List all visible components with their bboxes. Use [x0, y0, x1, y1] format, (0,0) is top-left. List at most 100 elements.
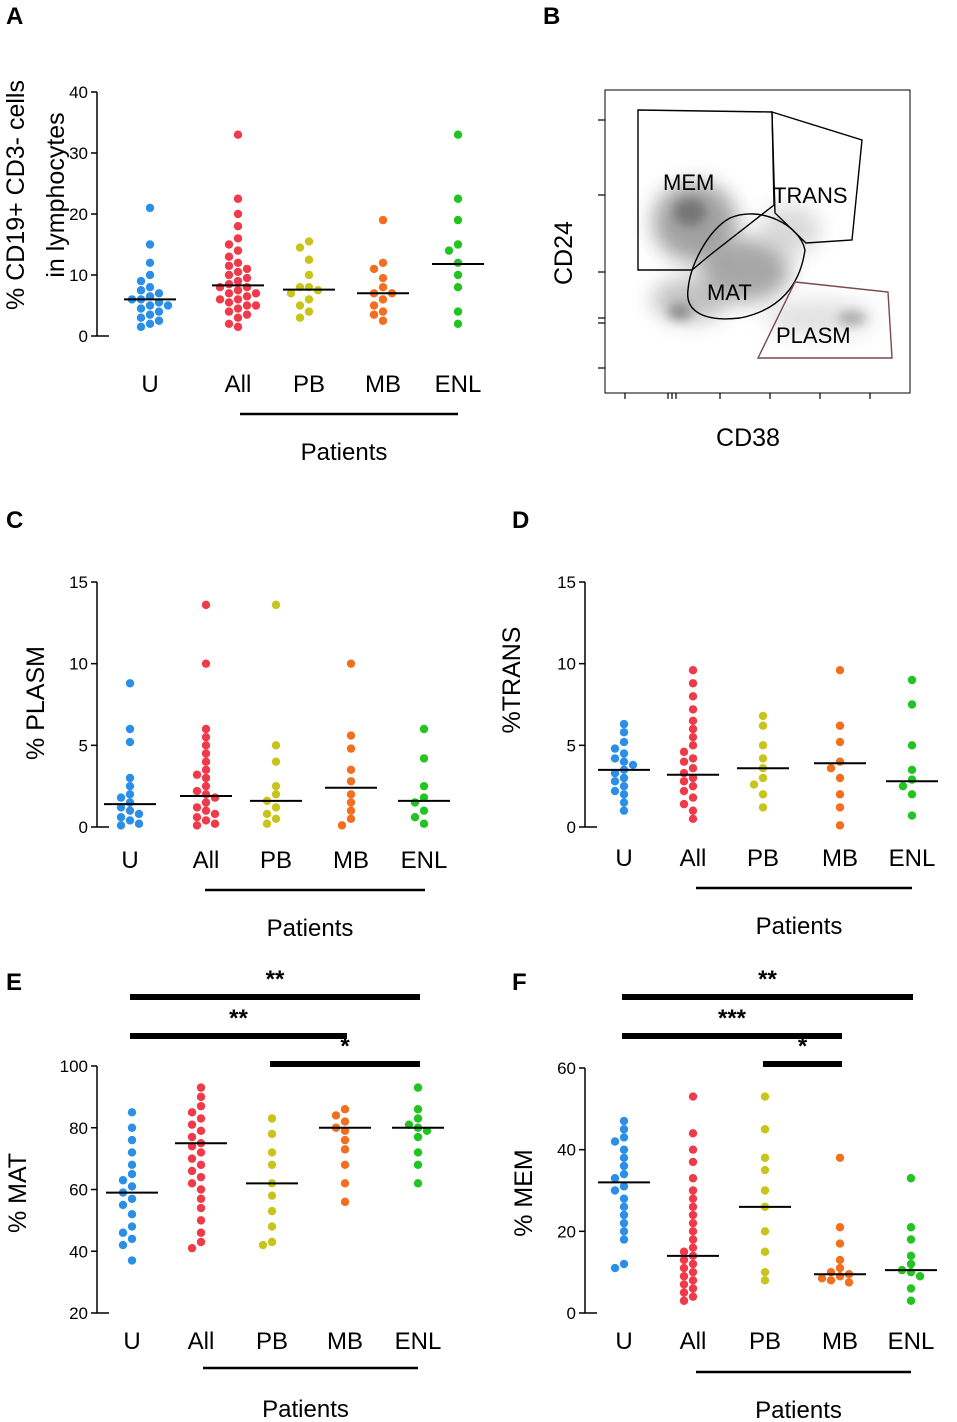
x-category-label: U [121, 847, 138, 874]
data-point-mb [835, 1239, 845, 1248]
data-point-all [201, 732, 211, 742]
y-tick-label: 5 [79, 736, 88, 755]
data-point-all [688, 1284, 698, 1293]
data-point-u [619, 1182, 629, 1191]
y-tick-label: 60 [557, 1059, 576, 1078]
data-point-pb [760, 1247, 770, 1256]
data-point-all [187, 1179, 197, 1188]
data-point-u [127, 1123, 137, 1132]
data-point-all [224, 279, 234, 289]
data-point-u [127, 1148, 137, 1157]
flow-y-ticks [598, 119, 605, 369]
y-tick-label: 20 [557, 1222, 576, 1241]
data-point-mb [378, 258, 388, 267]
data-point-enl [898, 781, 908, 791]
data-point-pb [286, 289, 296, 298]
data-point-mb [835, 821, 845, 830]
data-point-mb [835, 790, 845, 799]
data-point-all [196, 1237, 206, 1247]
data-point-all [233, 304, 243, 313]
data-point-all [233, 234, 243, 243]
data-point-enl [413, 1179, 423, 1188]
data-point-mb [340, 1145, 350, 1154]
data-point-u [619, 1116, 629, 1126]
patients-group-label: Patients [262, 1396, 349, 1422]
x-category-label: All [680, 1328, 707, 1355]
data-point-u [628, 760, 638, 770]
data-point-all [251, 289, 261, 298]
data-point-u [145, 283, 155, 292]
data-point-u [610, 786, 620, 796]
data-point-enl [413, 1132, 423, 1142]
data-point-u [145, 270, 155, 280]
significance-stars: * [340, 1033, 350, 1060]
y-tick-label: 0 [567, 1304, 576, 1323]
data-point-all [679, 768, 689, 778]
data-point-u [127, 1194, 137, 1203]
data-point-all [688, 705, 698, 714]
data-point-all [233, 222, 243, 231]
data-point-enl [453, 258, 463, 267]
data-point-mb [378, 307, 388, 316]
data-point-pb [271, 781, 281, 791]
data-point-u [136, 313, 146, 322]
data-point-u [145, 319, 155, 328]
data-point-u [619, 798, 629, 807]
data-point-all [688, 1157, 698, 1167]
data-point-mb [346, 798, 356, 807]
data-point-all [187, 1120, 197, 1129]
data-point-all [210, 793, 220, 802]
data-point-pb [271, 741, 281, 750]
data-point-u [619, 1169, 629, 1179]
panel-label-b: B [543, 3, 560, 30]
patients-group-label: Patients [755, 1397, 842, 1422]
data-point-all [233, 246, 243, 255]
data-point-u [134, 809, 144, 819]
data-point-mb [835, 666, 845, 675]
x-category-label: PB [260, 847, 292, 874]
data-point-u [127, 1169, 137, 1179]
x-category-label: All [225, 371, 252, 398]
data-point-all [688, 1186, 698, 1195]
gate-plasm [756, 281, 893, 359]
data-point-u [116, 803, 126, 812]
data-point-all [679, 747, 689, 757]
data-point-all [688, 806, 698, 815]
data-point-all [233, 295, 243, 304]
data-point-mb [826, 764, 836, 773]
data-point-all [688, 1218, 698, 1228]
data-point-all [688, 1267, 698, 1277]
y-tick-label: 30 [69, 144, 88, 163]
x-category-label: All [680, 845, 707, 872]
data-point-all [679, 1280, 689, 1289]
data-point-all [242, 301, 252, 310]
data-point-u [145, 240, 155, 249]
data-point-all [251, 301, 261, 310]
data-point-u [610, 1137, 620, 1146]
data-point-pb [304, 270, 314, 280]
gate-mat [687, 213, 806, 320]
data-point-all [196, 1203, 206, 1213]
data-point-u [118, 1200, 128, 1210]
data-point-all [196, 1101, 206, 1111]
data-point-u [619, 1133, 629, 1142]
data-point-u [619, 1145, 629, 1154]
data-point-enl [906, 1223, 916, 1232]
data-point-all [215, 283, 225, 292]
data-point-all [224, 289, 234, 298]
data-point-u [619, 1227, 629, 1236]
data-point-all [679, 777, 689, 786]
data-point-pb [267, 1114, 277, 1123]
data-point-u [116, 821, 126, 830]
y-tick-label: 60 [69, 1181, 88, 1200]
data-point-all [201, 765, 211, 775]
data-point-u [127, 1160, 137, 1170]
data-point-enl [907, 811, 917, 820]
data-point-u [610, 768, 620, 778]
x-category-label: MB [327, 1328, 363, 1355]
data-point-u [619, 773, 629, 783]
data-point-all [679, 1288, 689, 1297]
data-point-all [187, 1154, 197, 1163]
panel-label-a: A [6, 3, 23, 30]
